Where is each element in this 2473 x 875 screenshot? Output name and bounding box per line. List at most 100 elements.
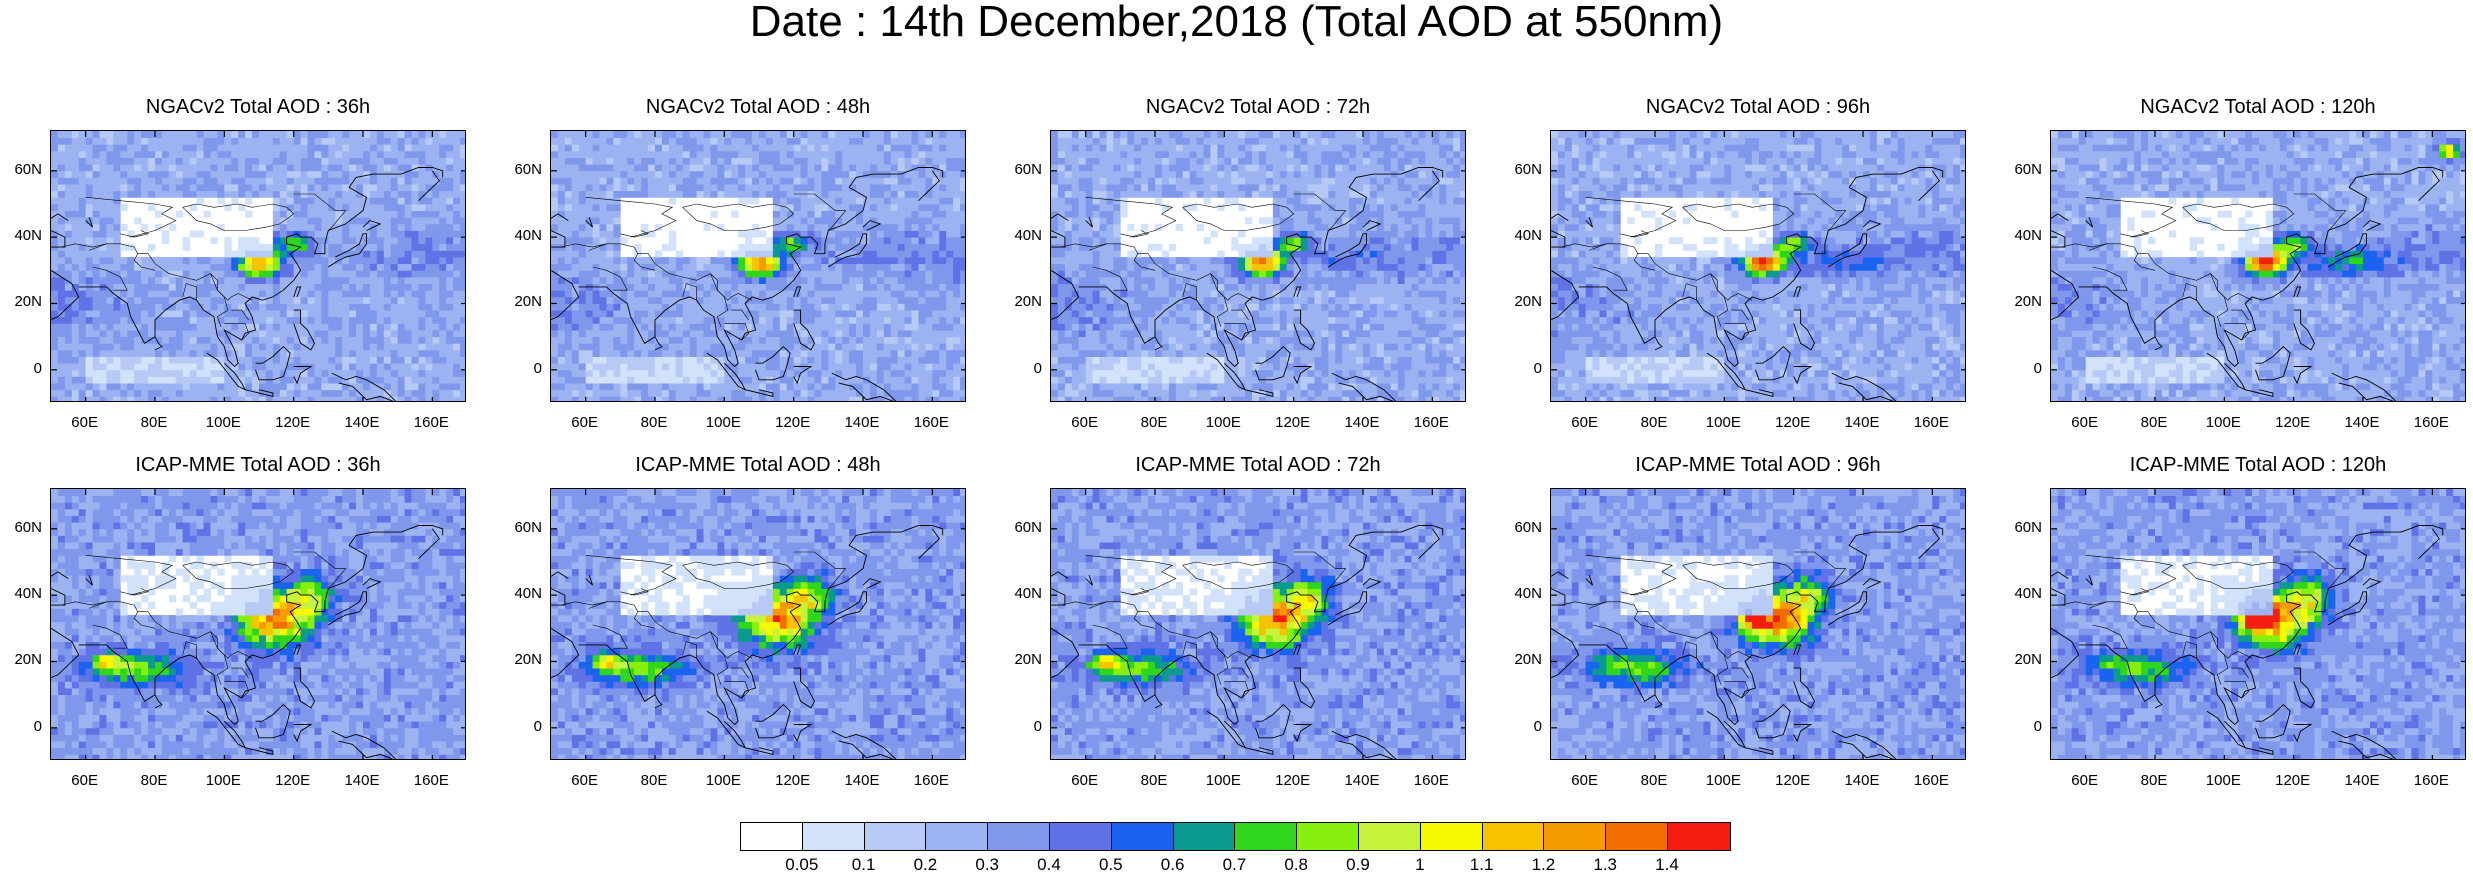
lon-label: 160E xyxy=(906,772,956,789)
lat-label: 0 xyxy=(1002,360,1042,377)
colorbar-swatch xyxy=(1544,823,1606,850)
lat-label: 20N xyxy=(1002,293,1042,310)
lon-label: 60E xyxy=(1560,414,1610,431)
lon-label: 100E xyxy=(698,772,748,789)
lon-label: 100E xyxy=(198,414,248,431)
lon-label: 160E xyxy=(1406,772,1456,789)
lat-label: 0 xyxy=(1002,718,1042,735)
lat-label: 40N xyxy=(2,227,42,244)
lon-label: 80E xyxy=(2129,414,2179,431)
lon-label: 120E xyxy=(768,772,818,789)
lon-label: 60E xyxy=(1060,772,1110,789)
colorbar-tick-label: 0.05 xyxy=(777,855,827,875)
lat-label: 20N xyxy=(1502,651,1542,668)
colorbar-tick-label: 1.4 xyxy=(1642,855,1692,875)
lon-label: 160E xyxy=(906,414,956,431)
lon-label: 120E xyxy=(768,414,818,431)
lon-label: 120E xyxy=(1268,414,1318,431)
lon-label: 160E xyxy=(406,772,456,789)
lon-label: 80E xyxy=(629,414,679,431)
lon-label: 100E xyxy=(2198,772,2248,789)
aod-field-svg xyxy=(1551,489,1966,760)
lon-label: 80E xyxy=(1629,772,1679,789)
lat-label: 60N xyxy=(2,161,42,178)
lon-label: 80E xyxy=(1129,414,1179,431)
colorbar-tick-label: 1 xyxy=(1395,855,1445,875)
lon-label: 120E xyxy=(268,414,318,431)
lon-label: 60E xyxy=(1060,414,1110,431)
lon-label: 100E xyxy=(1198,414,1248,431)
colorbar-tick-label: 0.8 xyxy=(1271,855,1321,875)
lon-label: 140E xyxy=(337,414,387,431)
colorbar-tick-label: 0.3 xyxy=(962,855,1012,875)
lat-label: 40N xyxy=(2,585,42,602)
colorbar-swatch xyxy=(1668,823,1730,850)
lat-label: 20N xyxy=(2002,651,2042,668)
lat-label: 60N xyxy=(502,161,542,178)
aod-field-svg xyxy=(2051,489,2466,760)
aod-field-svg xyxy=(1051,489,1466,760)
panel-title: ICAP-MME Total AOD : 72h xyxy=(1050,454,1466,477)
colorbar-swatch xyxy=(988,823,1050,850)
aod-field-svg xyxy=(1051,131,1466,402)
lon-label: 80E xyxy=(1629,414,1679,431)
lat-label: 60N xyxy=(1002,519,1042,536)
lat-label: 0 xyxy=(2002,360,2042,377)
lon-label: 160E xyxy=(2406,772,2456,789)
colorbar-swatch xyxy=(1606,823,1668,850)
colorbar-swatch xyxy=(1359,823,1421,850)
lon-label: 140E xyxy=(1837,772,1887,789)
aod-map xyxy=(2050,488,2466,760)
panel-title: NGACv2 Total AOD : 36h xyxy=(50,96,466,119)
colorbar-tick-label: 0.5 xyxy=(1086,855,1136,875)
colorbar-tick-label: 1.3 xyxy=(1580,855,1630,875)
lat-label: 0 xyxy=(2002,718,2042,735)
aod-map xyxy=(50,130,466,402)
lon-label: 80E xyxy=(2129,772,2179,789)
aod-field-svg xyxy=(551,131,966,402)
lat-label: 60N xyxy=(502,519,542,536)
colorbar-tick-label: 0.1 xyxy=(839,855,889,875)
lon-label: 80E xyxy=(129,414,179,431)
colorbar-tick-label: 0.9 xyxy=(1333,855,1383,875)
panel-title: ICAP-MME Total AOD : 96h xyxy=(1550,454,1966,477)
lat-label: 20N xyxy=(2,293,42,310)
lat-label: 60N xyxy=(2002,161,2042,178)
aod-field-svg xyxy=(51,131,466,402)
panel-title: NGACv2 Total AOD : 48h xyxy=(550,96,966,119)
colorbar-tick-label: 1.1 xyxy=(1457,855,1507,875)
lon-label: 60E xyxy=(2060,772,2110,789)
lon-label: 140E xyxy=(2337,772,2387,789)
lon-label: 100E xyxy=(1698,772,1748,789)
lat-label: 40N xyxy=(2002,227,2042,244)
lon-label: 120E xyxy=(1768,414,1818,431)
aod-field-svg xyxy=(2051,131,2466,402)
colorbar-tick-label: 0.6 xyxy=(1148,855,1198,875)
colorbar-swatch xyxy=(1112,823,1174,850)
lat-label: 20N xyxy=(502,293,542,310)
lat-label: 0 xyxy=(2,718,42,735)
lon-label: 60E xyxy=(60,414,110,431)
lat-label: 20N xyxy=(1502,293,1542,310)
colorbar-swatch xyxy=(803,823,865,850)
colorbar-swatch xyxy=(1050,823,1112,850)
lon-label: 120E xyxy=(2268,414,2318,431)
aod-field-svg xyxy=(51,489,466,760)
panel-title: ICAP-MME Total AOD : 48h xyxy=(550,454,966,477)
lat-label: 0 xyxy=(502,718,542,735)
aod-field-svg xyxy=(551,489,966,760)
lon-label: 100E xyxy=(1198,772,1248,789)
lat-label: 40N xyxy=(1002,227,1042,244)
lat-label: 60N xyxy=(1502,519,1542,536)
lat-label: 20N xyxy=(502,651,542,668)
lon-label: 120E xyxy=(1768,772,1818,789)
colorbar-tick-label: 0.4 xyxy=(1024,855,1074,875)
colorbar-swatch xyxy=(1235,823,1297,850)
aod-map xyxy=(1050,488,1466,760)
colorbar-swatch xyxy=(1421,823,1483,850)
lon-label: 60E xyxy=(560,414,610,431)
